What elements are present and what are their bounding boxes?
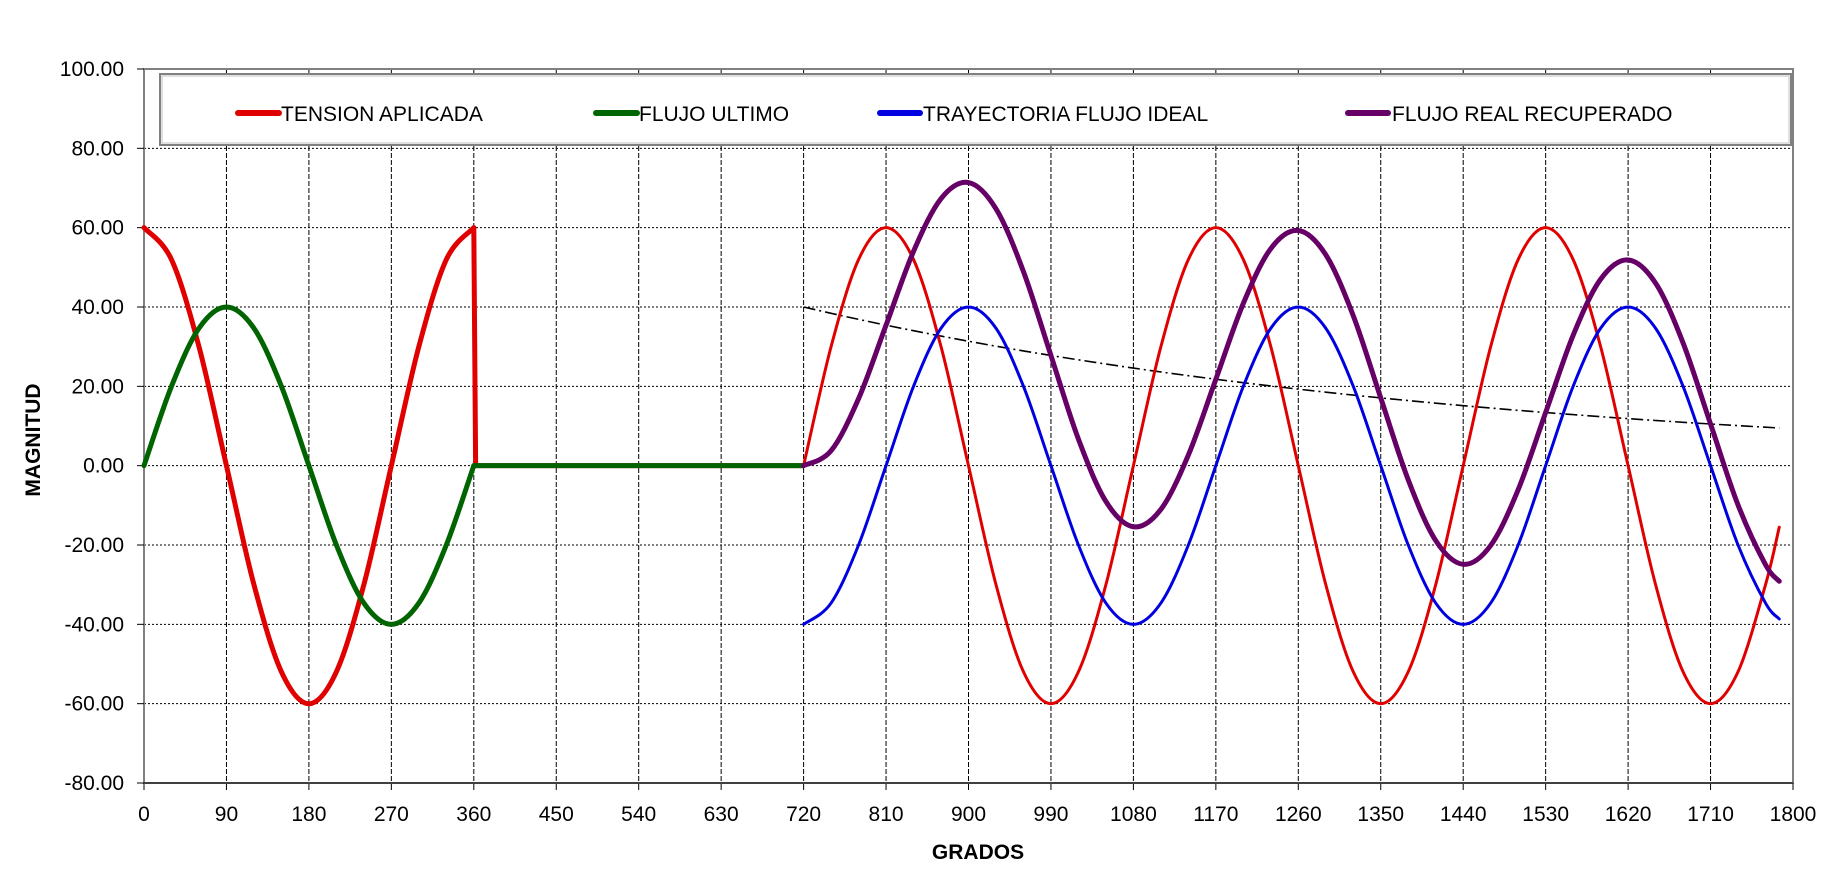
y-tick-label: 40.00 [71,296,124,319]
y-tick-label: -80.00 [64,772,124,795]
y-tick-label: -20.00 [64,534,124,557]
x-tick-label: 270 [374,803,409,826]
y-tick-label: 20.00 [71,375,124,398]
tension-aplicada-line [802,226,1781,706]
legend-label-tension: TENSION APLICADA [281,103,483,126]
x-tick-label: 1260 [1275,803,1322,826]
x-tick-label: 1710 [1687,803,1734,826]
legend-label-flujo-real: FLUJO REAL RECUPERADO [1392,103,1672,126]
x-tick-label: 450 [539,803,574,826]
x-tick-label: 720 [786,803,821,826]
tension-aplicada-line [141,225,477,707]
x-tick-label: 990 [1033,803,1068,826]
x-tick-label: 90 [215,803,238,826]
y-tick-label: 80.00 [71,137,124,160]
x-tick-label: 1800 [1770,803,1817,826]
x-tick-label: 360 [456,803,491,826]
x-axis-ticks: 0 90 180 270 360 450 540 630 720 810 900 990 1080 117… [138,782,1817,826]
y-axis-ticks: -80.00 -60.00 -40.00 -20.00 0.00 20.00 40.00 60… [60,58,144,795]
trayectoria-flujo-ideal-line [802,305,1781,626]
x-tick-label: 1620 [1605,803,1652,826]
legend: TENSION APLICADA FLUJO ULTIMO TRAYECTORI… [159,73,1792,146]
x-tick-label: 810 [869,803,904,826]
x-tick-label: 1080 [1110,803,1157,826]
x-tick-label: 1530 [1522,803,1569,826]
flujo-real-recuperado-line [801,179,1782,584]
x-tick-label: 540 [621,803,656,826]
x-tick-label: 0 [138,803,150,826]
y-tick-label: -60.00 [64,693,124,716]
legend-label-trayectoria: TRAYECTORIA FLUJO IDEAL [923,103,1208,126]
y-axis-title: MAGNITUD [22,383,45,496]
x-tick-label: 180 [291,803,326,826]
decay-envelope-line [803,306,1780,429]
x-tick-label: 1440 [1440,803,1487,826]
series-lines [141,179,1782,707]
legend-label-flujo-ultimo: FLUJO ULTIMO [639,103,789,126]
x-axis-title: GRADOS [932,841,1024,864]
grid [144,69,1793,783]
x-tick-label: 900 [951,803,986,826]
legend-box [159,73,1792,146]
flujo-ultimo-line [141,304,477,627]
x-tick-label: 1170 [1193,803,1238,826]
y-tick-label: 100.00 [60,58,124,81]
x-tick-label: 1350 [1357,803,1404,826]
y-tick-label: -40.00 [64,613,124,636]
y-tick-label: 60.00 [71,217,124,240]
y-tick-label: 0.00 [83,455,124,478]
x-tick-label: 630 [704,803,739,826]
